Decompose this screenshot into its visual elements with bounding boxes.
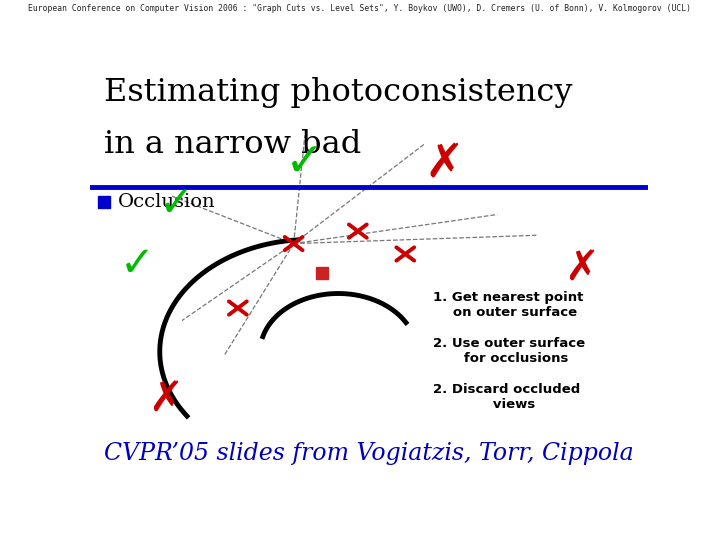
Text: European Conference on Computer Vision 2006 : "Graph Cuts vs. Level Sets", Y. Bo: European Conference on Computer Vision 2… bbox=[29, 4, 691, 13]
Text: ✓: ✓ bbox=[285, 142, 325, 187]
Text: ✗: ✗ bbox=[425, 142, 464, 187]
Text: Estimating photoconsistency: Estimating photoconsistency bbox=[104, 77, 572, 109]
Text: 1. Get nearest point
   on outer surface: 1. Get nearest point on outer surface bbox=[433, 292, 583, 320]
Text: ✓: ✓ bbox=[159, 183, 194, 225]
Text: ✓: ✓ bbox=[120, 244, 155, 285]
Text: in a narrow bad: in a narrow bad bbox=[104, 129, 361, 160]
Text: CVPR’05 slides from Vogiatzis, Torr, Cippola: CVPR’05 slides from Vogiatzis, Torr, Cip… bbox=[104, 442, 634, 465]
Text: Occlusion: Occlusion bbox=[118, 193, 215, 211]
Text: 2. Use outer surface
   for occlusions: 2. Use outer surface for occlusions bbox=[433, 337, 585, 365]
Text: ✗: ✗ bbox=[564, 247, 598, 289]
Text: ✗: ✗ bbox=[148, 379, 183, 421]
Text: 2. Discard occluded
   views: 2. Discard occluded views bbox=[433, 383, 580, 411]
